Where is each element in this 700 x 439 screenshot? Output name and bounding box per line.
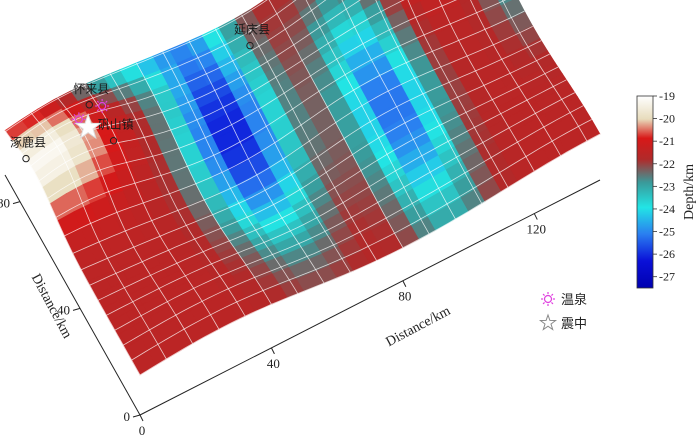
y-axis-line xyxy=(4,174,141,416)
surface-gridline xyxy=(305,0,430,235)
surface-gridline xyxy=(470,0,561,156)
legend-label: 震中 xyxy=(561,317,587,332)
surface-gridline xyxy=(30,112,167,360)
y-tick-label: 40 xyxy=(57,302,70,317)
surface-gridline xyxy=(81,40,542,271)
x-tick-mark xyxy=(533,213,538,220)
colorbar-tick-label: -24 xyxy=(659,202,675,216)
x-tick-label: 120 xyxy=(527,222,547,237)
colorbar-tick-label: -19 xyxy=(659,89,675,103)
axes-layer: 0 40 80 120 0 40 80 xyxy=(0,174,601,438)
legend-epicenter-star-icon xyxy=(538,313,558,331)
colorbar-tick-label: -23 xyxy=(659,179,675,193)
surface-gridline xyxy=(188,40,325,284)
legend-label: 温泉 xyxy=(561,292,587,308)
y-tick-mark xyxy=(72,307,81,311)
surface-gridline xyxy=(122,105,584,346)
x-tick-label: 0 xyxy=(139,423,146,438)
x-tick-mark xyxy=(270,347,275,355)
markers-layer xyxy=(71,99,110,140)
surface-gridline xyxy=(30,0,361,167)
colorbar-ticks: -19 -20 -21 -22 -23 -24 -25 -26 -27 xyxy=(653,89,675,284)
surface-gridline xyxy=(72,25,533,254)
y-tick-label: 0 xyxy=(124,409,131,424)
surface-gridline xyxy=(375,0,483,204)
x-axis-title: Distance/km xyxy=(384,304,454,351)
place-label: 延庆县 xyxy=(234,23,270,37)
colorbar-label: Depth/km xyxy=(682,164,697,220)
surface-gridline xyxy=(438,0,535,172)
surface-gridline xyxy=(341,0,456,220)
colorbar-ramp xyxy=(636,95,654,289)
colorbar-tick-label: -22 xyxy=(659,157,675,171)
x-tick-label: 40 xyxy=(267,356,280,371)
surface-gridline xyxy=(47,0,458,199)
place-label: 涿鹿县 xyxy=(10,135,46,150)
place-marker xyxy=(109,136,118,145)
surface-gridline xyxy=(57,97,193,344)
hot-spring-marker xyxy=(95,99,110,114)
surface-gridline xyxy=(114,92,575,331)
surface-gridline xyxy=(268,0,404,248)
surface-gridline xyxy=(136,62,272,305)
colorbar-tick-label: -26 xyxy=(659,247,675,261)
colorbar: -19 -20 -21 -22 -23 -24 -25 -26 -27 Depth/km xyxy=(636,89,697,289)
surface-gridline xyxy=(139,133,601,376)
surface-gridline xyxy=(162,51,299,294)
surface-gridlines xyxy=(4,0,601,376)
place-label: 怀来县 xyxy=(73,82,109,96)
place-marker xyxy=(22,154,30,163)
surface-gridline xyxy=(214,28,351,273)
x-tick-mark xyxy=(402,280,407,287)
surface-gridline xyxy=(5,0,268,132)
place-marker xyxy=(246,41,254,50)
x-tick-label: 80 xyxy=(398,289,411,304)
y-tick-label: 80 xyxy=(0,196,10,211)
colorbar-tick-label: -20 xyxy=(659,112,675,126)
surface-gridline xyxy=(13,0,297,143)
surface-gridline xyxy=(97,66,559,301)
place-marker xyxy=(85,101,93,109)
y-tick-mark xyxy=(12,201,21,205)
colorbar-tick-label: -27 xyxy=(659,270,675,284)
place-label: 矾山镇 xyxy=(98,118,134,132)
surface-gridline xyxy=(4,130,141,376)
surface-gridline xyxy=(501,0,588,142)
surface-layer xyxy=(4,0,601,376)
surface-gridline xyxy=(83,84,220,330)
surface-gridline xyxy=(89,53,550,286)
surface-gridline xyxy=(64,10,525,237)
surface-gridline xyxy=(109,73,246,317)
surface-gridline xyxy=(131,119,592,361)
places-layer: 赤城县怀来县涿鹿县延庆县矾山镇 xyxy=(10,23,270,163)
surface-gridline xyxy=(241,14,377,261)
surface-gridline xyxy=(106,79,567,316)
legend-hot-spring-icon xyxy=(541,292,555,306)
surface-gridline xyxy=(22,0,327,154)
surface-gridline xyxy=(55,0,507,218)
colorbar-tick-label: -25 xyxy=(659,225,675,239)
colorbar-tick-label: -21 xyxy=(659,134,675,148)
x-axis-line xyxy=(139,179,601,416)
x-tick-mark xyxy=(139,414,144,422)
y-tick-mark xyxy=(132,414,141,418)
surface-gridline xyxy=(407,0,509,188)
epicenter-star-icon xyxy=(74,112,102,140)
